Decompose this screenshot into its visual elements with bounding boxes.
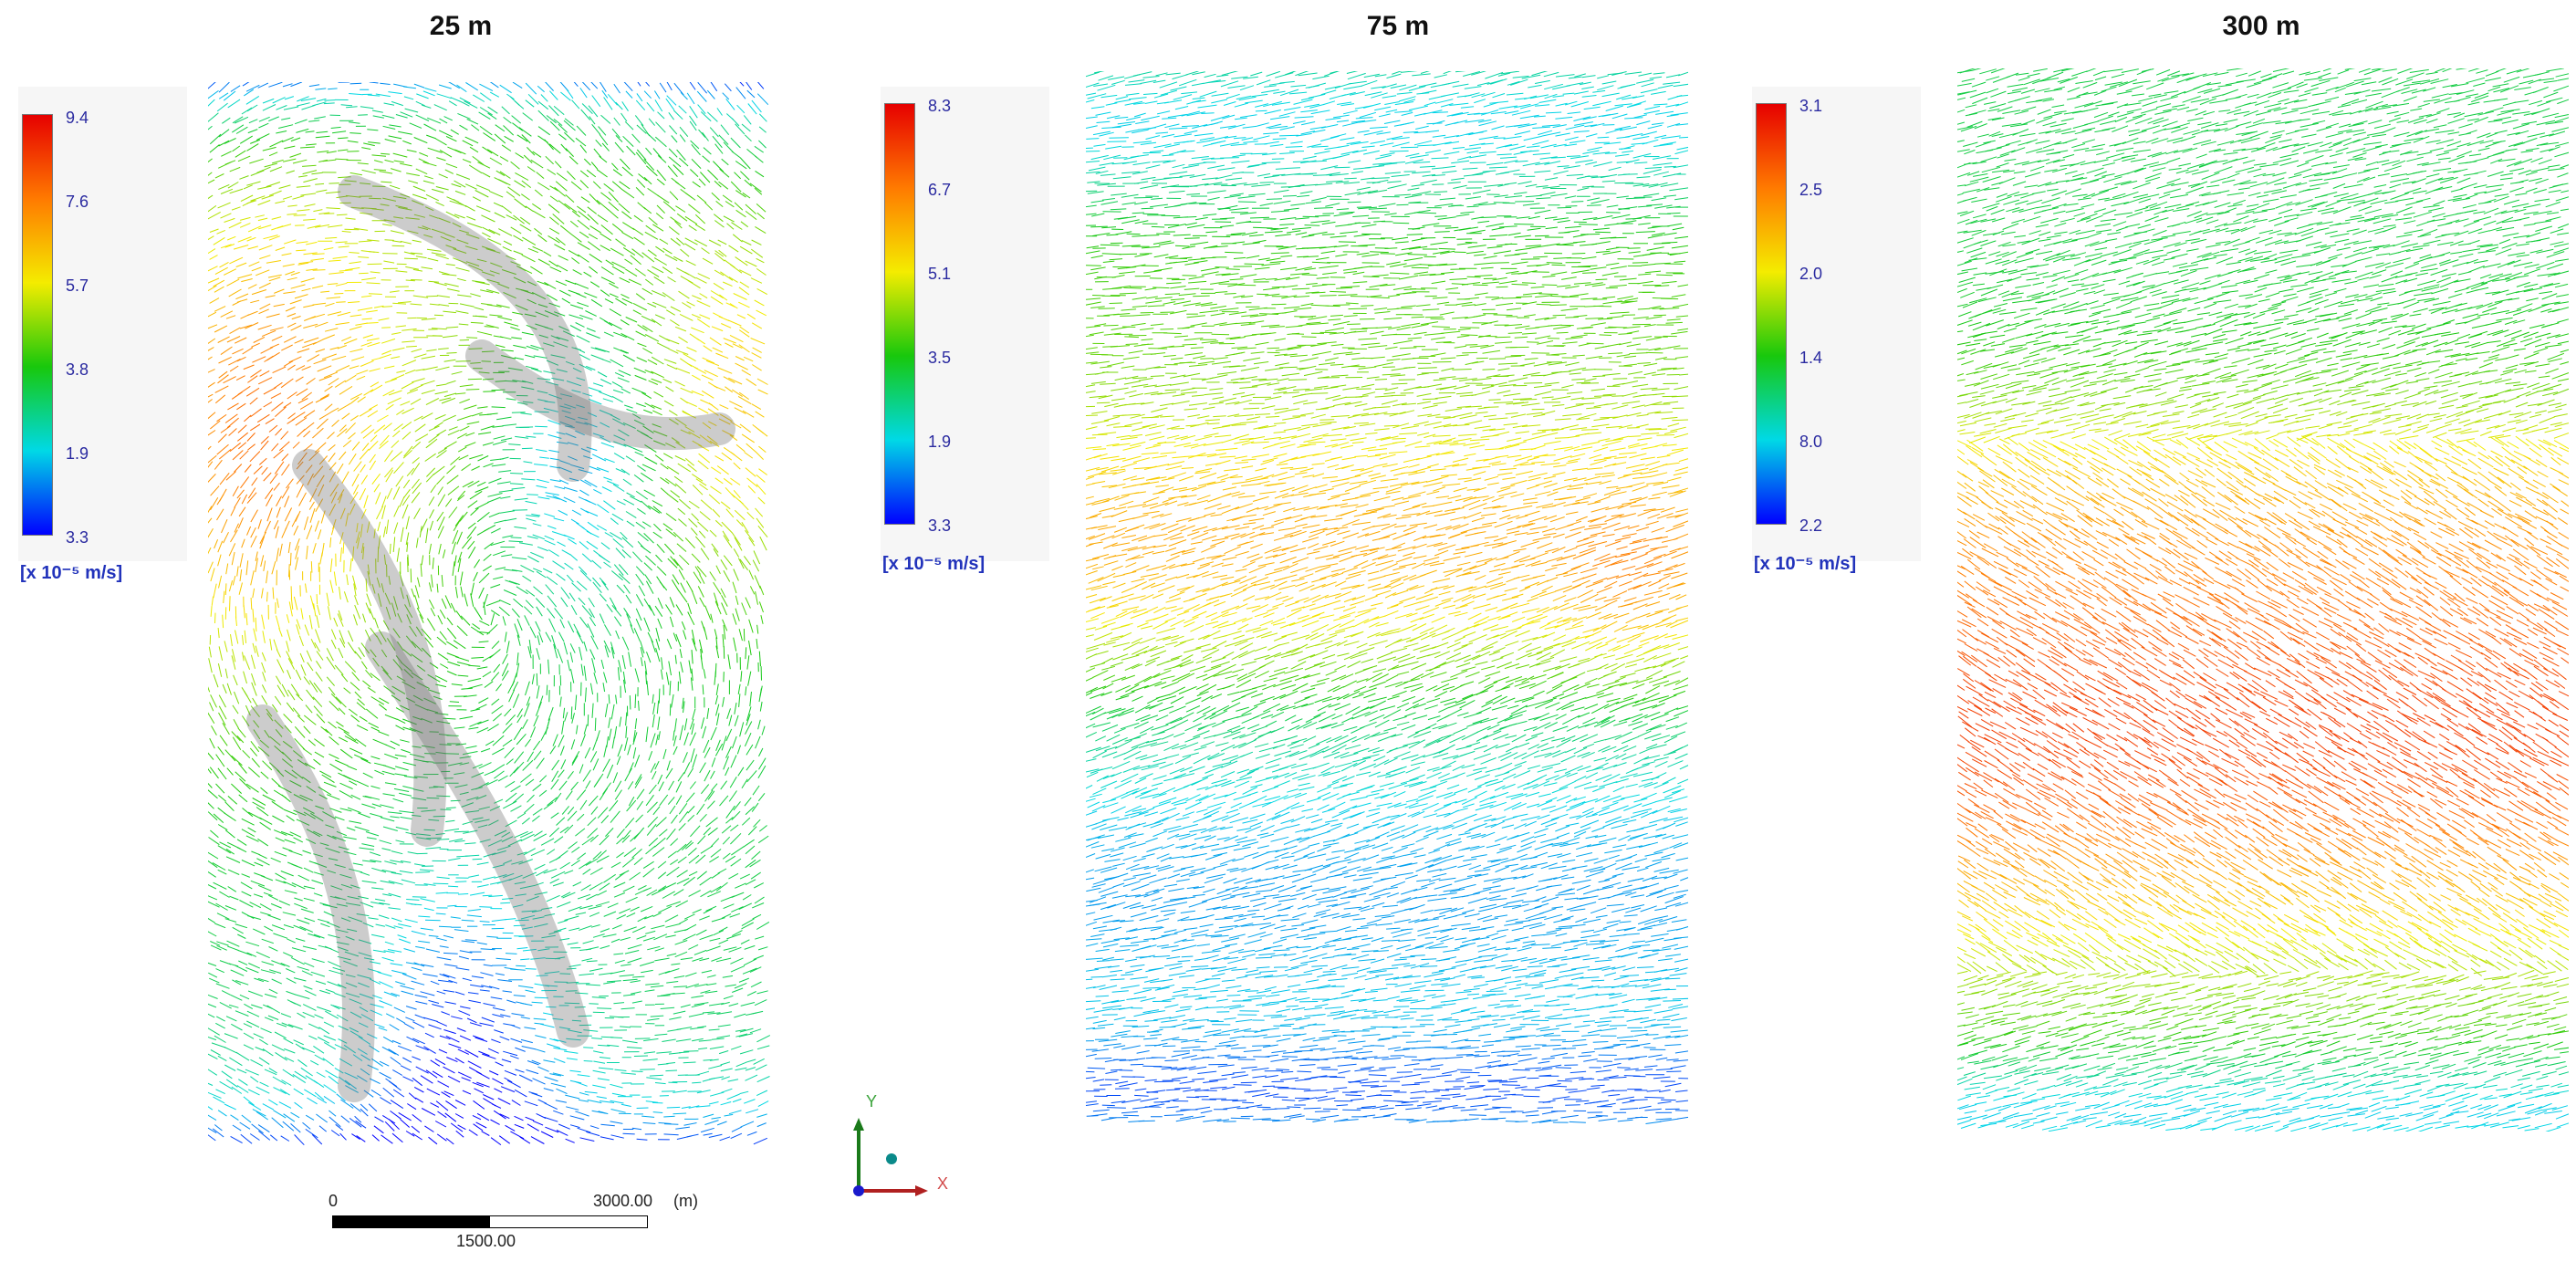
legend-1-tick: 3.8 — [66, 360, 89, 379]
scale-bar-white — [489, 1215, 648, 1228]
legend-2-tick: 5.1 — [928, 265, 952, 283]
legend-3-tick: 2.5 — [1799, 181, 1823, 199]
legend-3-unit: [x 10⁻⁵ m/s] — [1754, 554, 1857, 574]
colorbar-3 — [1756, 103, 1787, 525]
legend-3-tick: 1.4 — [1799, 349, 1823, 367]
legend-2-tick: 1.9 — [928, 433, 952, 451]
legend-2-tick: 6.7 — [928, 181, 952, 199]
legend-3-tick: 8.0 — [1799, 433, 1823, 451]
vector-field-75m — [1086, 71, 1688, 1124]
axis-y-label: Y — [866, 1092, 877, 1111]
scale-bar: 0 3000.00 (m) 1500.00 — [329, 1186, 712, 1259]
colorbar-1 — [22, 114, 53, 536]
panel-2-title: 75 m — [1366, 11, 1430, 41]
panel-1-title: 25 m — [429, 11, 493, 41]
panel-3-title: 300 m — [2222, 11, 2300, 41]
legend-2-tick: 3.3 — [928, 516, 952, 535]
scale-start-label: 0 — [329, 1192, 339, 1210]
color-legend-3: 3.1 2.5 2.0 1.4 8.0 2.2 [x 10⁻⁵ m/s] — [1752, 87, 1925, 579]
legend-2-tick: 3.5 — [928, 349, 952, 367]
legend-2-unit: [x 10⁻⁵ m/s] — [882, 554, 986, 574]
vector-field-25m — [208, 82, 771, 1146]
vector-field-300m — [1957, 68, 2569, 1132]
scale-bar-black — [332, 1215, 489, 1228]
legend-1-tick: 9.4 — [66, 109, 89, 127]
legend-3-tick: 2.2 — [1799, 516, 1823, 535]
scale-mid-label: 1500.00 — [456, 1232, 516, 1250]
legend-2-tick: 8.3 — [928, 97, 952, 115]
scale-end-label: 3000.00 — [593, 1192, 653, 1210]
legend-1-tick: 3.3 — [66, 528, 89, 547]
legend-3-tick: 3.1 — [1799, 97, 1823, 115]
axis-x-label: X — [937, 1174, 948, 1193]
legend-1-unit: [x 10⁻⁵ m/s] — [20, 563, 123, 583]
scale-unit-label: (m) — [673, 1192, 698, 1210]
legend-3-tick: 2.0 — [1799, 265, 1823, 283]
colorbar-2 — [884, 103, 915, 525]
color-legend-2: 8.3 6.7 5.1 3.5 1.9 3.3 [x 10⁻⁵ m/s] — [881, 87, 1054, 579]
color-legend-1: 9.4 7.6 5.7 3.8 1.9 3.3 [x 10⁻⁵ m/s] — [18, 87, 192, 583]
legend-1-tick: 1.9 — [66, 444, 89, 463]
legend-1-tick: 5.7 — [66, 276, 89, 295]
axis-triad: Y X — [853, 1092, 948, 1196]
legend-1-tick: 7.6 — [66, 193, 89, 211]
